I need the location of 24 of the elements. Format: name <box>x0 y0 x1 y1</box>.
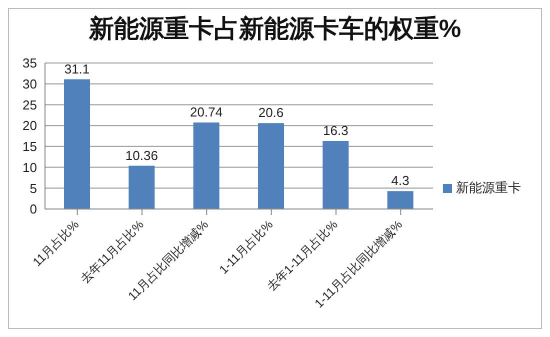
bar <box>128 166 155 209</box>
legend-label: 新能源重卡 <box>456 180 521 195</box>
bar <box>258 123 284 209</box>
y-tick-label: 15 <box>22 139 37 154</box>
y-tick-label: 30 <box>22 76 37 92</box>
y-tick-label: 20 <box>22 118 37 134</box>
x-tick-label: 1-11月占比% <box>216 217 276 277</box>
data-label: 10.36 <box>125 148 158 163</box>
chart-title: 新能源重卡占新能源卡车的权重% <box>88 14 462 45</box>
y-tick-label: 5 <box>30 180 37 196</box>
data-label: 31.1 <box>64 61 90 76</box>
y-tick-label: 10 <box>22 160 37 175</box>
data-label: 20.74 <box>190 104 223 120</box>
x-tick-label: 11月占比% <box>30 217 82 270</box>
bar <box>322 141 349 209</box>
bar <box>64 79 90 209</box>
bar <box>387 191 414 209</box>
bar <box>193 122 220 209</box>
data-label: 4.3 <box>391 173 410 188</box>
y-tick-label: 35 <box>22 56 37 71</box>
data-label: 20.6 <box>258 105 284 120</box>
data-label: 16.3 <box>323 123 348 138</box>
y-tick-label: 25 <box>22 97 37 112</box>
y-tick-label: 0 <box>30 202 37 217</box>
